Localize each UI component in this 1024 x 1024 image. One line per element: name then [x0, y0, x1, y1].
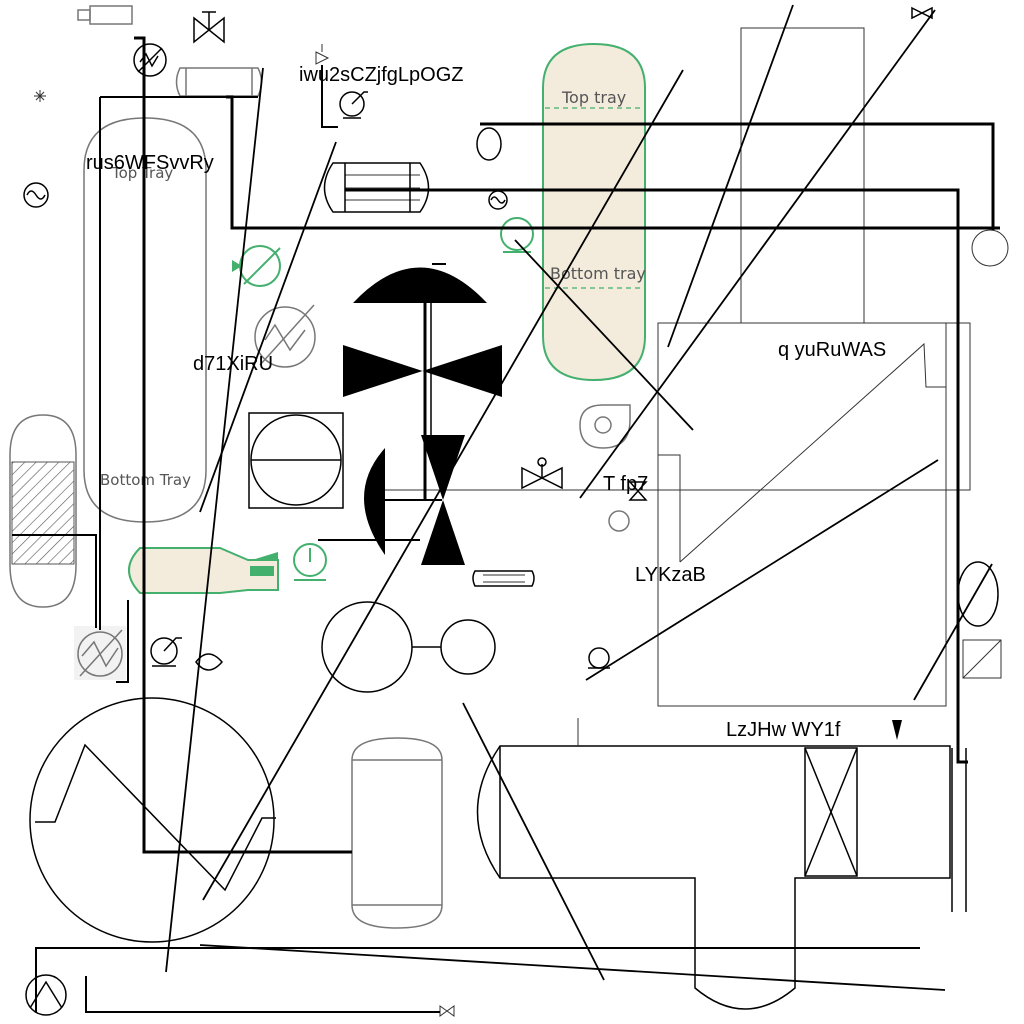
exchanger-gray-icon [254, 304, 316, 368]
compressor-bottom-left-icon [25, 974, 67, 1016]
drum-icon [476, 127, 502, 161]
tag-valve: T fp7 [603, 473, 648, 495]
pump-small-icon [150, 637, 182, 667]
pump-green-icon [500, 217, 534, 253]
valve-small-icon [628, 481, 648, 501]
indicator-triangle-icon [892, 720, 902, 740]
exchanger-green-icon [232, 245, 281, 287]
gauge-icon [608, 510, 630, 532]
tag-bottom-right: LzJHw WY1f [726, 719, 841, 741]
twin-vessel [321, 601, 496, 693]
motor-icon [77, 5, 133, 25]
horizontal-vessel-small [175, 67, 263, 97]
heat-exchanger-icon [133, 43, 167, 77]
blower-icon [579, 404, 631, 449]
control-valve-large [343, 267, 502, 565]
packed-column [9, 414, 77, 608]
tank-square [248, 412, 344, 509]
column-left-top-tray-label: Top Tray [111, 164, 173, 182]
tag-right-box: q yuRuWAS [778, 339, 886, 361]
stack [740, 27, 865, 323]
pump-right-icon [588, 647, 610, 669]
compressor-corner-icon [971, 229, 1009, 267]
furnace [29, 697, 276, 943]
column-green-bottom-tray-label: Bottom tray [550, 264, 646, 283]
compressor-right-icon [957, 561, 999, 627]
column-green-top-tray-label: Top tray [561, 88, 626, 107]
ac-source-icon [23, 182, 49, 208]
tag-box-lower: LYKzaB [635, 564, 706, 586]
globe-valve-icon [521, 457, 563, 490]
exchanger-lower-icon [74, 626, 126, 680]
column-left-bottom-tray-label: Bottom Tray [100, 471, 191, 489]
tag-top-center: iwu2sCZjfgLpOGZ [299, 64, 464, 86]
gate-valve-icon [193, 11, 225, 44]
tag-exchanger: d71XiRU [193, 353, 273, 375]
compressor-small-icon [195, 653, 223, 671]
shell-tube-exchanger [323, 162, 430, 213]
valve-tiny-bottom-icon [439, 1005, 455, 1017]
vertical-drum [351, 737, 443, 929]
connector-lines [165, 4, 993, 991]
process-lines [12, 36, 1000, 1013]
tag-labels: iwu2sCZjfgLpOGZ rus6WFSvvRy d71XiRU q yu… [86, 64, 886, 741]
valve-top-right-icon [911, 6, 933, 20]
pump-green-small-icon [293, 543, 327, 581]
distillation-column-green: Top tray Bottom tray [542, 42, 646, 382]
filter-icon [962, 639, 1002, 679]
distillation-column-left: Top Tray Bottom Tray [83, 117, 207, 523]
exchanger-line-icon [472, 570, 535, 587]
horizontal-drum [476, 718, 967, 1010]
tag-left-column: rus6WFSvvRy [86, 152, 214, 174]
check-valve-icon [315, 44, 330, 65]
ac-source-icon-2 [488, 190, 508, 210]
small-star-icon [34, 90, 46, 102]
fired-heater-green [128, 547, 279, 594]
pump-icon [339, 91, 368, 119]
